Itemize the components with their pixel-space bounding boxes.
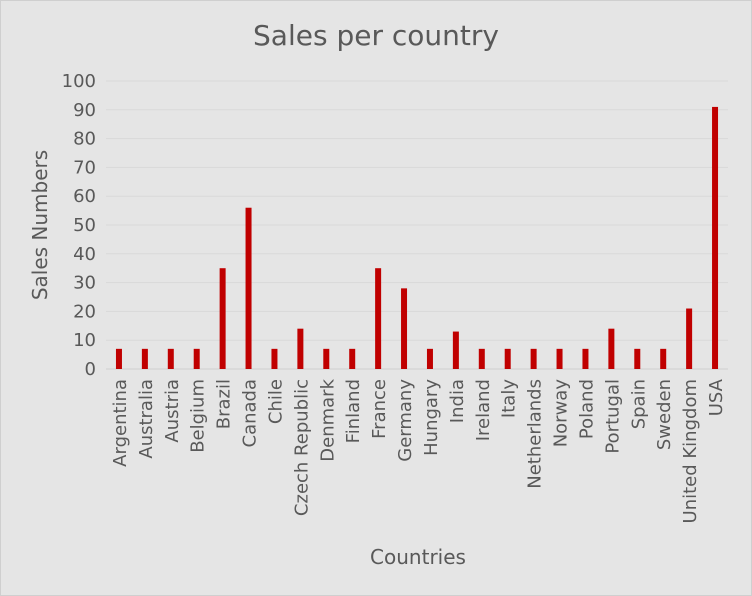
x-tick-label: Norway bbox=[551, 379, 572, 448]
bar-united-kingdom bbox=[686, 308, 693, 369]
x-tick-label: Sweden bbox=[654, 379, 675, 450]
bar-denmark bbox=[323, 348, 330, 369]
y-tick-label: 0 bbox=[85, 359, 96, 380]
bar-norway bbox=[556, 348, 563, 369]
y-tick-label: 90 bbox=[73, 100, 96, 121]
x-tick-label: Portugal bbox=[602, 379, 623, 454]
bar-portugal bbox=[608, 328, 615, 369]
y-tick-label: 100 bbox=[62, 71, 96, 92]
x-axis-title: Countries bbox=[370, 545, 466, 569]
x-tick-label: France bbox=[369, 379, 390, 439]
bar-usa bbox=[712, 106, 719, 370]
y-tick-label: 30 bbox=[73, 273, 96, 294]
bar-france bbox=[375, 268, 382, 369]
x-tick-label: Australia bbox=[136, 379, 157, 459]
y-tick-label: 20 bbox=[73, 301, 96, 322]
y-tick-label: 70 bbox=[73, 157, 96, 178]
x-tick-label: United Kingdom bbox=[680, 379, 701, 523]
x-tick-label: Argentina bbox=[110, 379, 131, 467]
y-tick-label: 50 bbox=[73, 215, 96, 236]
x-tick-label: Ireland bbox=[473, 379, 494, 441]
bar-brazil bbox=[219, 268, 226, 369]
y-axis-title: Sales Numbers bbox=[28, 150, 52, 300]
y-tick-label: 60 bbox=[73, 186, 96, 207]
x-tick-label: Hungary bbox=[421, 379, 442, 456]
bar-spain bbox=[634, 348, 641, 369]
bar-sweden bbox=[660, 348, 667, 369]
y-axis-ticks: 0 10 20 30 40 50 60 70 80 90 100 bbox=[62, 71, 96, 380]
x-tick-label: India bbox=[447, 379, 468, 423]
bar-ireland bbox=[478, 348, 485, 369]
bar-czech-republic bbox=[297, 328, 304, 369]
bar-argentina bbox=[115, 348, 122, 369]
bar-netherlands bbox=[530, 348, 537, 369]
x-tick-label: Belgium bbox=[188, 379, 209, 453]
x-tick-label: Denmark bbox=[317, 378, 338, 461]
x-tick-label: Spain bbox=[628, 379, 649, 429]
bar-poland bbox=[582, 348, 589, 369]
x-tick-label: Netherlands bbox=[525, 379, 546, 489]
bar-australia bbox=[141, 348, 148, 369]
x-tick-label: Canada bbox=[240, 379, 261, 448]
bar-hungary bbox=[426, 348, 433, 369]
x-tick-label: USA bbox=[706, 378, 727, 416]
gridlines bbox=[106, 80, 728, 370]
bar-italy bbox=[504, 348, 511, 369]
x-tick-label: Italy bbox=[499, 379, 520, 418]
x-tick-label: Austria bbox=[162, 379, 183, 443]
x-tick-label: Poland bbox=[576, 379, 597, 439]
y-tick-label: 40 bbox=[73, 244, 96, 265]
x-tick-label: Chile bbox=[265, 379, 286, 424]
x-axis-ticks: Argentina Australia Austria Belgium Brazil Ca… bbox=[110, 378, 727, 523]
x-tick-label: Brazil bbox=[214, 379, 235, 429]
bar-germany bbox=[401, 288, 408, 369]
bar-chile bbox=[271, 348, 278, 369]
bar-finland bbox=[349, 348, 356, 369]
x-tick-label: Finland bbox=[343, 379, 364, 443]
chart-title: Sales per country bbox=[253, 19, 499, 52]
bar-belgium bbox=[193, 348, 200, 369]
bars bbox=[115, 106, 719, 370]
bar-canada bbox=[245, 207, 252, 369]
x-tick-label: Germany bbox=[395, 379, 416, 462]
y-tick-label: 80 bbox=[73, 129, 96, 150]
y-tick-label: 10 bbox=[73, 330, 96, 351]
bar-india bbox=[452, 331, 459, 369]
bar-austria bbox=[167, 348, 174, 369]
x-tick-label: Czech Republic bbox=[291, 379, 312, 516]
